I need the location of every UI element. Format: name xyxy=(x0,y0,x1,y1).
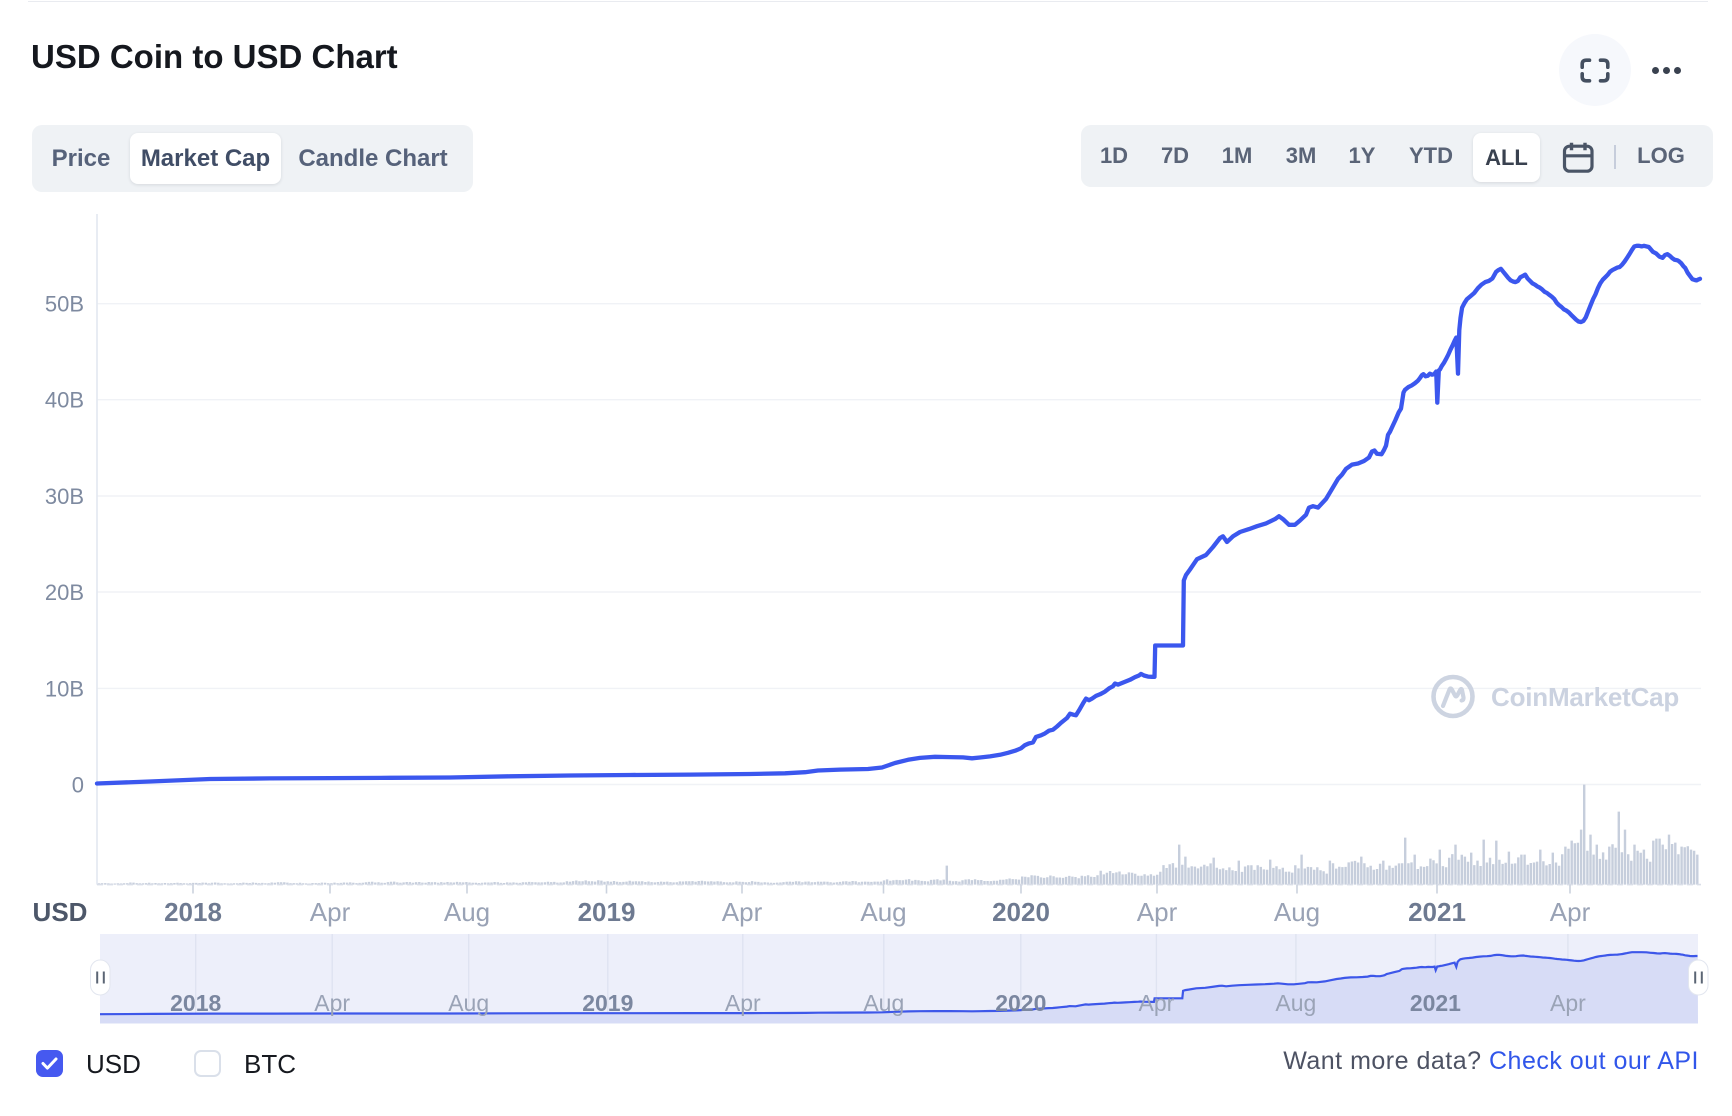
svg-text:2020: 2020 xyxy=(995,990,1046,1016)
svg-text:Apr: Apr xyxy=(722,897,763,927)
svg-text:Aug: Aug xyxy=(448,990,489,1016)
svg-text:10B: 10B xyxy=(45,676,84,701)
svg-text:2019: 2019 xyxy=(582,990,633,1016)
svg-text:Apr: Apr xyxy=(314,990,350,1016)
svg-text:20B: 20B xyxy=(45,580,84,605)
svg-text:Apr: Apr xyxy=(1550,990,1586,1016)
svg-text:Apr: Apr xyxy=(1139,990,1175,1016)
svg-text:Aug: Aug xyxy=(860,897,906,927)
svg-text:30B: 30B xyxy=(45,484,84,509)
svg-text:Apr: Apr xyxy=(1550,897,1591,927)
svg-text:Apr: Apr xyxy=(310,897,351,927)
svg-text:2020: 2020 xyxy=(992,897,1050,927)
svg-text:Aug: Aug xyxy=(1275,990,1316,1016)
svg-text:Apr: Apr xyxy=(725,990,761,1016)
svg-text:2019: 2019 xyxy=(578,897,636,927)
svg-text:CoinMarketCap: CoinMarketCap xyxy=(1491,682,1679,712)
svg-text:2021: 2021 xyxy=(1410,990,1461,1016)
svg-text:2021: 2021 xyxy=(1408,897,1466,927)
svg-text:50B: 50B xyxy=(45,292,84,317)
svg-text:2018: 2018 xyxy=(170,990,221,1016)
svg-text:0: 0 xyxy=(72,773,84,798)
svg-text:2018: 2018 xyxy=(164,897,222,927)
svg-text:Aug: Aug xyxy=(1274,897,1320,927)
svg-text:40B: 40B xyxy=(45,388,84,413)
svg-text:Apr: Apr xyxy=(1137,897,1178,927)
svg-text:Aug: Aug xyxy=(863,990,904,1016)
svg-text:Aug: Aug xyxy=(444,897,490,927)
svg-text:USD: USD xyxy=(33,897,88,927)
